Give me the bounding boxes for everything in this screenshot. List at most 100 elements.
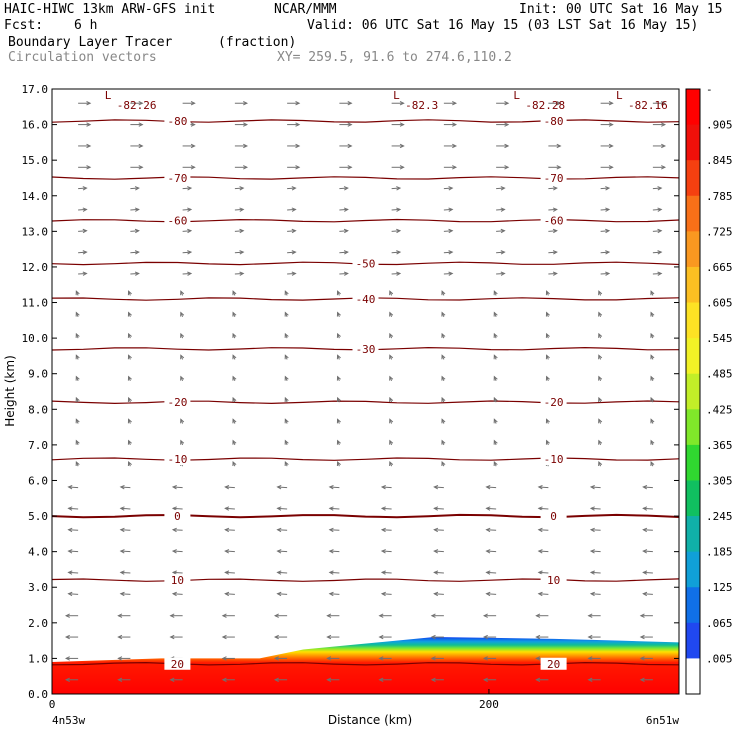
contour-label-bg xyxy=(352,257,379,270)
wind-arrowhead xyxy=(545,439,550,445)
wind-arrowhead xyxy=(608,143,614,149)
wind-arrowhead xyxy=(433,549,439,554)
wind-arrowhead xyxy=(243,165,249,170)
wind-arrowhead xyxy=(67,591,73,597)
wind-arrowhead xyxy=(535,656,541,661)
wind-vector xyxy=(643,571,653,574)
wind-arrowhead xyxy=(441,290,446,296)
wind-vector xyxy=(78,272,87,275)
contour-label-bg xyxy=(540,396,567,409)
y-tick-label: 16.0 xyxy=(22,119,49,132)
wind-vector xyxy=(391,187,401,190)
wind-vector xyxy=(68,529,79,531)
low-value: -82.3 xyxy=(405,99,438,112)
wind-arrowhead xyxy=(232,375,237,381)
wind-vector xyxy=(486,550,497,553)
wind-arrowhead xyxy=(273,634,279,640)
wind-arrowhead xyxy=(433,506,439,511)
wind-arrowhead xyxy=(239,250,245,255)
wind-vector xyxy=(600,272,610,275)
wind-arrowhead xyxy=(535,634,541,640)
wind-arrowhead xyxy=(389,439,394,445)
colorbar-label: .185 xyxy=(706,546,733,559)
wind-arrowhead xyxy=(64,634,70,640)
wind-arrowhead xyxy=(232,354,237,360)
low-symbol: L xyxy=(616,89,623,102)
colorbar-segment xyxy=(686,622,700,659)
wind-arrowhead xyxy=(482,613,488,618)
colorbar-segment xyxy=(686,160,700,197)
wind-vector xyxy=(381,507,392,510)
wind-vector xyxy=(652,187,662,190)
wind-arrowhead xyxy=(276,485,282,490)
wind-arrowhead xyxy=(180,290,185,296)
x-left-endpoint: 4n53w xyxy=(52,714,85,727)
contour-label-bg xyxy=(164,574,191,587)
wind-arrowhead xyxy=(605,250,611,255)
wind-arrowhead xyxy=(138,143,144,149)
colorbar-label: .365 xyxy=(706,439,733,452)
wind-arrowhead xyxy=(396,207,402,212)
wind-arrowhead xyxy=(171,549,177,554)
wind-vector xyxy=(172,507,183,510)
low-value: -82.26 xyxy=(117,99,157,112)
wind-arrowhead xyxy=(598,375,603,381)
wind-arrowhead xyxy=(75,375,80,381)
wind-vector xyxy=(120,486,131,489)
wind-arrowhead xyxy=(482,677,488,682)
wind-arrowhead xyxy=(336,375,341,381)
wind-vector xyxy=(130,272,139,275)
wind-arrowhead xyxy=(75,290,80,296)
wind-arrowhead xyxy=(608,165,614,170)
wind-arrowhead xyxy=(347,122,353,127)
wind-arrowhead xyxy=(452,101,458,106)
wind-arrowhead xyxy=(598,396,603,402)
wind-arrowhead xyxy=(347,143,353,149)
contour-line--10 xyxy=(52,457,679,461)
wind-arrowhead xyxy=(389,418,394,424)
wind-vector xyxy=(68,550,79,553)
contour-label-bg xyxy=(540,453,567,466)
wind-vector xyxy=(277,529,288,531)
wind-arrowhead xyxy=(378,656,384,661)
colorbar-segment xyxy=(686,231,700,268)
wind-vector xyxy=(381,550,392,553)
wind-arrowhead xyxy=(291,207,297,212)
colorbar-label: .845 xyxy=(706,154,733,167)
wind-arrowhead xyxy=(504,122,510,127)
wind-arrowhead xyxy=(328,527,334,533)
wind-vector xyxy=(287,272,296,275)
wind-arrowhead xyxy=(180,375,185,381)
wind-vector xyxy=(496,251,505,254)
wind-arrowhead xyxy=(169,677,175,682)
wind-arrowhead xyxy=(657,186,663,191)
contour-line-10 xyxy=(52,578,679,582)
wind-arrowhead xyxy=(430,656,436,661)
wind-arrowhead xyxy=(232,290,237,296)
wind-arrowhead xyxy=(399,165,405,170)
wind-arrowhead xyxy=(448,250,454,255)
contour-label: -80 xyxy=(167,115,187,128)
contour-label: 0 xyxy=(174,510,181,523)
wind-arrowhead xyxy=(378,634,384,640)
y-tick-label: 10.0 xyxy=(22,332,49,345)
wind-arrowhead xyxy=(239,186,245,191)
wind-arrowhead xyxy=(485,570,491,575)
wind-arrowhead xyxy=(187,271,193,276)
wind-arrowhead xyxy=(504,165,510,170)
wind-arrowhead xyxy=(605,207,611,212)
wind-arrowhead xyxy=(295,122,301,127)
wind-vector xyxy=(182,187,192,190)
wind-arrowhead xyxy=(650,354,655,360)
y-tick-label: 8.0 xyxy=(28,403,48,416)
wind-vector xyxy=(643,529,653,531)
wind-arrowhead xyxy=(221,656,227,661)
wind-arrowhead xyxy=(119,527,125,533)
contour-label: 10 xyxy=(171,574,184,587)
wind-vector xyxy=(443,272,453,275)
wind-vector xyxy=(590,486,601,489)
y-axis-label: Height (km) xyxy=(3,355,17,426)
wind-arrowhead xyxy=(347,101,353,106)
wind-arrowhead xyxy=(661,122,667,127)
wind-arrowhead xyxy=(180,418,185,424)
